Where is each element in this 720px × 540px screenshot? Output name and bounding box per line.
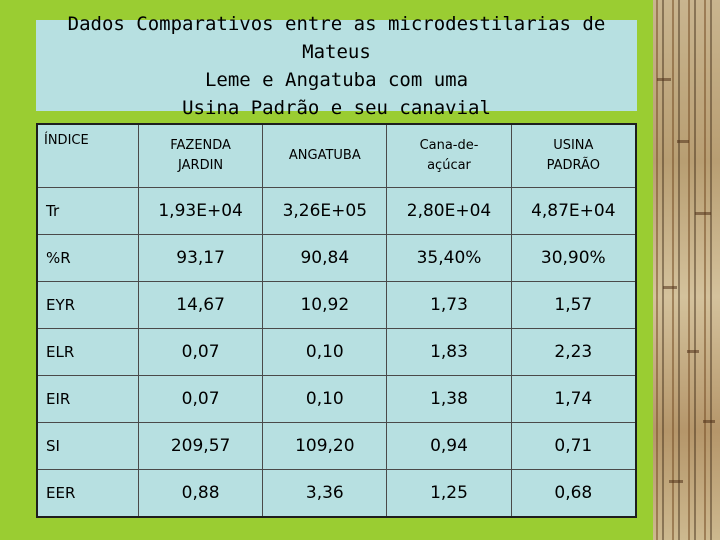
table-row: ELR 0,07 0,10 1,83 2,23 [36,328,637,376]
table-row: EYR 14,67 10,92 1,73 1,57 [36,281,637,329]
table-cell: 4,87E+04 [510,187,637,235]
header-indice: ÍNDICE [36,123,139,188]
table-cell: 2,80E+04 [386,187,512,235]
title-box: Dados Comparativos entre as microdestila… [36,13,637,119]
cane-node [695,212,711,215]
table-cell: 0,07 [137,375,264,423]
header-fazenda-jardin: FAZENDA JARDIN [137,123,264,188]
table-cell: 0,68 [510,469,637,518]
table-cell: 0,94 [386,422,512,470]
table-header-row: ÍNDICE FAZENDA JARDIN ANGATUBA Cana-de- … [36,123,637,188]
table-cell: 1,25 [386,469,512,518]
row-index-cell: EYR [36,281,139,329]
table-cell: 1,57 [510,281,637,329]
row-index-cell: EER [36,469,139,518]
header-angatuba: ANGATUBA [262,123,388,188]
comparison-table: ÍNDICE FAZENDA JARDIN ANGATUBA Cana-de- … [36,123,637,518]
row-index-cell: %R [36,234,139,282]
table-cell: 14,67 [137,281,264,329]
row-index-cell: EIR [36,375,139,423]
table-cell: 3,36 [262,469,388,518]
table-cell: 0,10 [262,375,388,423]
table-cell: 2,23 [510,328,637,376]
table-cell: 209,57 [137,422,264,470]
cane-node [687,350,699,353]
table-row: SI 209,57 109,20 0,94 0,71 [36,422,637,470]
table-cell: 109,20 [262,422,388,470]
header-usina-padrao: USINA PADRÃO [510,123,637,188]
slide-title: Dados Comparativos entre as microdestila… [67,12,606,119]
table-cell: 10,92 [262,281,388,329]
row-index-cell: ELR [36,328,139,376]
table-cell: 1,83 [386,328,512,376]
table-cell: 93,17 [137,234,264,282]
cane-node [663,286,677,289]
table-row: Tr 1,93E+04 3,26E+05 2,80E+04 4,87E+04 [36,187,637,235]
table-cell: 0,88 [137,469,264,518]
header-cana-de-acucar: Cana-de- açúcar [386,123,512,188]
cane-node [669,480,683,483]
table-cell: 1,73 [386,281,512,329]
cane-node [677,140,689,143]
row-index-cell: Tr [36,187,139,235]
table-cell: 1,74 [510,375,637,423]
sugarcane-photo [653,0,720,540]
row-index-cell: SI [36,422,139,470]
table-row: EIR 0,07 0,10 1,38 1,74 [36,375,637,423]
table-cell: 0,10 [262,328,388,376]
table-cell: 35,40% [386,234,512,282]
table-cell: 1,93E+04 [137,187,264,235]
cane-node [703,420,715,423]
table-cell: 0,71 [510,422,637,470]
table-row: %R 93,17 90,84 35,40% 30,90% [36,234,637,282]
table-cell: 1,38 [386,375,512,423]
table-cell: 30,90% [510,234,637,282]
table-cell: 0,07 [137,328,264,376]
table-cell: 90,84 [262,234,388,282]
cane-node [657,78,671,81]
table-cell: 3,26E+05 [262,187,388,235]
table-row: EER 0,88 3,36 1,25 0,68 [36,469,637,518]
